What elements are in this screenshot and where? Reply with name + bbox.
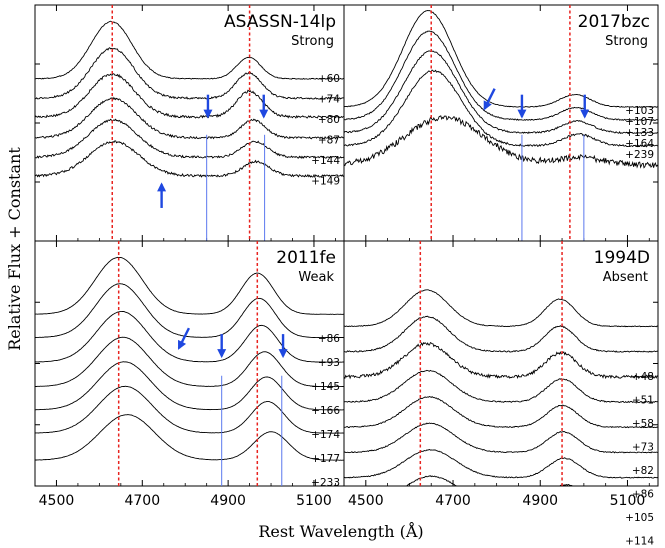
epoch-label: +87 bbox=[318, 135, 340, 147]
spectra-group bbox=[35, 20, 344, 179]
epoch-label: +60 bbox=[318, 73, 340, 85]
epoch-label: +107 bbox=[625, 116, 654, 128]
panel-title: ASASSN-14lp bbox=[224, 12, 336, 32]
spectrum-line bbox=[35, 256, 344, 315]
epoch-label: +86 bbox=[318, 333, 340, 345]
epoch-label: +133 bbox=[625, 127, 654, 139]
spectrum-line bbox=[344, 449, 658, 479]
panel-1994d: 1994D Absent +48 +51 +58 +73 +82 +86 +105 +114 bbox=[343, 240, 659, 548]
spectrum-line bbox=[344, 395, 658, 429]
spectrum-line bbox=[344, 369, 658, 404]
epoch-label: +105 bbox=[625, 512, 654, 524]
epoch-label: +73 bbox=[632, 442, 654, 454]
epoch-label: +93 bbox=[318, 357, 340, 369]
panel-strength-label: Strong bbox=[291, 34, 334, 49]
epoch-label: +149 bbox=[311, 176, 340, 188]
spectrum-line bbox=[35, 96, 344, 140]
down-arrow bbox=[259, 94, 269, 119]
spectrum-line bbox=[35, 20, 344, 80]
panel-strength-label: Weak bbox=[298, 270, 334, 285]
spectra-group bbox=[344, 289, 658, 486]
spectrum-line bbox=[35, 414, 344, 461]
down-arrow bbox=[580, 94, 590, 119]
diagonal-arrow bbox=[177, 327, 190, 350]
spectrum-line bbox=[344, 289, 658, 328]
spectrum-line bbox=[344, 315, 658, 353]
epoch-label: +164 bbox=[625, 138, 654, 150]
epoch-label: +145 bbox=[311, 381, 340, 393]
diagonal-arrow bbox=[483, 88, 496, 111]
spectrum-line bbox=[344, 30, 658, 122]
epoch-label: +177 bbox=[311, 453, 340, 465]
epoch-label: +114 bbox=[625, 536, 654, 548]
panel-title: 2017bzc bbox=[578, 12, 650, 32]
panel-title: 2011fe bbox=[276, 248, 336, 268]
x-axis: 4500 4700 4900 5100 4500 4700 4900 5100 bbox=[39, 493, 646, 509]
down-arrow bbox=[278, 334, 288, 359]
spectrum-line bbox=[35, 283, 344, 339]
epoch-label: +103 bbox=[625, 105, 654, 117]
x-tick-label: 4500 bbox=[39, 493, 75, 509]
down-arrow bbox=[517, 94, 527, 119]
epoch-label: +58 bbox=[632, 418, 654, 430]
spectrum-line bbox=[35, 385, 344, 434]
epoch-label: +166 bbox=[311, 405, 340, 417]
panel-strength-label: Absent bbox=[603, 270, 648, 285]
epoch-label: +80 bbox=[318, 114, 340, 126]
spectrum-line bbox=[344, 422, 658, 454]
epoch-label: +239 bbox=[625, 149, 654, 161]
x-tick-label: 4900 bbox=[522, 493, 558, 509]
spectrum-line bbox=[35, 140, 344, 179]
down-arrow bbox=[203, 94, 213, 119]
x-tick-label: 4700 bbox=[435, 493, 471, 509]
up-arrow bbox=[157, 182, 167, 208]
spectrum-line bbox=[344, 341, 658, 380]
epoch-label: +174 bbox=[311, 429, 340, 441]
epoch-label: +233 bbox=[311, 477, 340, 489]
epoch-label: +86 bbox=[632, 489, 654, 501]
spectrum-line bbox=[344, 115, 658, 169]
spectrum-line bbox=[35, 361, 344, 411]
epoch-label: +51 bbox=[632, 395, 654, 407]
x-tick-label: 4700 bbox=[124, 493, 160, 509]
x-tick-label: 5100 bbox=[296, 493, 332, 509]
epoch-label: +48 bbox=[632, 371, 654, 383]
x-axis-label: Rest Wavelength (Å) bbox=[258, 521, 423, 541]
spectrum-line bbox=[344, 50, 658, 135]
panel-2017bzc: 2017bzc Strong +103+107+133+164+239 bbox=[343, 4, 659, 242]
x-tick-label: 4900 bbox=[210, 493, 246, 509]
x-tick-label: 5100 bbox=[610, 493, 646, 509]
panel-2011fe: 2011fe Weak +86 +93 +145 +166 +174 +177 +233 bbox=[34, 240, 345, 489]
spectrum-line bbox=[35, 73, 344, 119]
y-axis-label: Relative Flux + Constant bbox=[5, 147, 24, 351]
spectra-group bbox=[35, 256, 344, 461]
epoch-label: +144 bbox=[311, 155, 340, 167]
spectra-group bbox=[344, 10, 658, 169]
spectrum-line bbox=[344, 69, 658, 148]
spectrum-line bbox=[35, 310, 344, 363]
spectrum-line bbox=[35, 336, 344, 388]
panel-asassn-14lp: ASASSN-14lp Strong +60 +74 +80 +87 +144 +149 bbox=[34, 4, 345, 242]
epoch-label: +82 bbox=[632, 465, 654, 477]
epoch-label: +74 bbox=[318, 94, 340, 106]
spectrum-line bbox=[35, 118, 344, 160]
panel-title: 1994D bbox=[594, 248, 650, 268]
x-tick-label: 4500 bbox=[348, 493, 384, 509]
spectrum-line bbox=[35, 47, 344, 100]
panel-strength-label: Strong bbox=[605, 34, 648, 49]
down-arrow bbox=[217, 334, 227, 359]
panels-layer: ASASSN-14lpStrong+60+74+80+87+144+149201… bbox=[34, 4, 659, 548]
spectrum-line bbox=[344, 10, 658, 108]
